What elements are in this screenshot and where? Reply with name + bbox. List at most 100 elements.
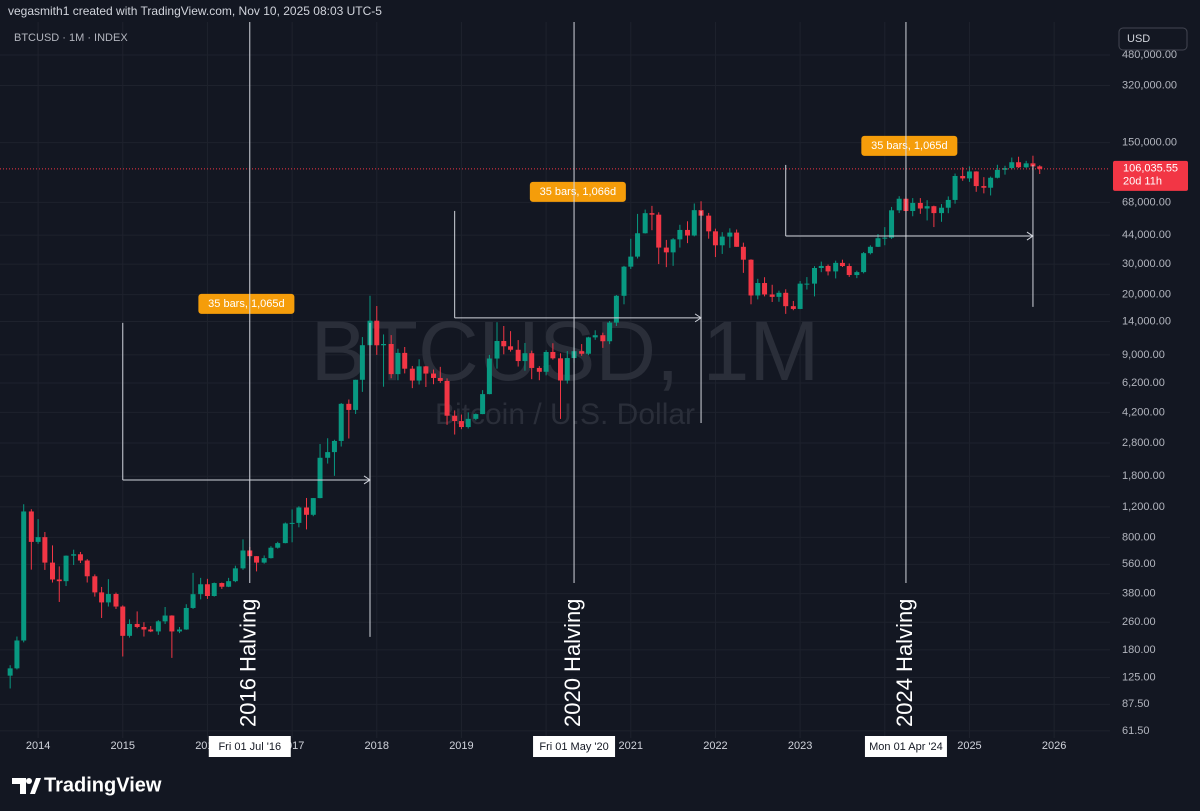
candle-body [564, 358, 570, 381]
y-tick-label: 68,000.00 [1122, 196, 1171, 208]
currency-button[interactable] [1118, 27, 1188, 51]
y-tick-label: 180.00 [1122, 644, 1156, 656]
candle-body [423, 366, 429, 374]
candle-body [952, 175, 958, 200]
candle-body [35, 537, 41, 542]
candle-body [338, 403, 344, 441]
candle-body [211, 583, 217, 596]
candle-body [677, 229, 683, 240]
candle-body [797, 283, 803, 309]
candle-body [579, 351, 585, 354]
y-tick-label: 4,200.00 [1122, 406, 1165, 418]
candle-body [501, 341, 507, 347]
measure-label: 35 bars, 1,065d [208, 298, 284, 310]
candle-body [494, 341, 500, 359]
candle-body [592, 335, 598, 338]
candle-body [981, 186, 987, 188]
candle-body [409, 368, 415, 381]
candle-body [931, 206, 937, 214]
candle-body [508, 346, 514, 350]
measure-badge [861, 135, 958, 156]
candle-body [889, 210, 895, 238]
candle-body [769, 294, 775, 297]
candle-body [465, 418, 471, 428]
candle-body [939, 207, 945, 214]
candle-body [748, 259, 754, 296]
y-tick-label: 87.50 [1122, 698, 1150, 710]
candle-body [550, 352, 556, 359]
candle-body [642, 213, 648, 234]
y-tick-label: 2,800.00 [1122, 437, 1165, 449]
candle-body [219, 583, 225, 587]
candle-body [127, 623, 133, 636]
candle-body [7, 668, 13, 676]
last-price-label: 106,035.55 [1123, 163, 1178, 175]
candle-body [226, 581, 232, 587]
candle-body [388, 343, 394, 375]
candle-body [776, 292, 782, 297]
y-tick-label: 320,000.00 [1122, 79, 1177, 91]
candle-body [346, 403, 352, 410]
measure-badge [198, 293, 295, 314]
candle-body [162, 615, 168, 622]
candle-body [1016, 162, 1022, 168]
candle-body [515, 349, 521, 362]
y-tick-label: 6,200.00 [1122, 377, 1165, 389]
y-tick-label: 14,000.00 [1122, 315, 1171, 327]
candle-body [14, 640, 20, 669]
candle-body [910, 202, 916, 211]
candle-body [706, 215, 712, 232]
candle-body [543, 352, 549, 372]
currency[interactable]: USD [1127, 33, 1150, 45]
symbol: BTCUSD · 1M · INDEX [14, 32, 128, 44]
candle-body [882, 237, 888, 239]
candle-body [458, 421, 464, 428]
candle-body [99, 592, 105, 603]
date-badge [208, 736, 291, 757]
candle-body [635, 233, 641, 257]
candle-body [833, 262, 839, 272]
x-tick-label: 2014 [26, 740, 50, 752]
candle-body [812, 267, 818, 284]
candle-body [325, 452, 331, 458]
candle-body [875, 238, 881, 247]
candle-body [656, 214, 662, 248]
candle-body [839, 262, 845, 267]
candle-body [49, 562, 55, 580]
candle-body [395, 352, 401, 375]
candle-body [896, 198, 902, 211]
candle-body [183, 607, 189, 630]
y-tick-label: 480,000.00 [1122, 49, 1177, 61]
y-tick-label: 1,800.00 [1122, 470, 1165, 482]
candle-body [783, 292, 789, 307]
candle-body [240, 550, 246, 569]
candle-body [973, 171, 979, 187]
candle-body [670, 239, 676, 253]
date-badge [533, 736, 616, 757]
candle-body [431, 373, 437, 378]
candle-body [169, 615, 175, 632]
candle-body [374, 320, 380, 346]
candle-body [607, 322, 613, 342]
x-tick-label: 2018 [365, 740, 389, 752]
candle-body [198, 584, 204, 595]
candle-body [176, 629, 182, 632]
candle-body [452, 415, 458, 422]
y-tick-label: 61.50 [1122, 725, 1150, 737]
halving-label: 2024 Halving [892, 599, 917, 727]
candle-body [1023, 163, 1029, 168]
plot [7, 155, 1043, 689]
candle-body [917, 202, 923, 209]
candle-body [649, 213, 655, 215]
candle-body [1009, 162, 1015, 169]
candle-body [861, 253, 867, 273]
candle-body [416, 366, 422, 381]
candle-body [755, 283, 761, 296]
candle-body [663, 247, 669, 253]
candle-body [28, 511, 34, 542]
candle-body [92, 576, 98, 593]
candle-body [275, 543, 281, 548]
candle-body [141, 626, 147, 630]
